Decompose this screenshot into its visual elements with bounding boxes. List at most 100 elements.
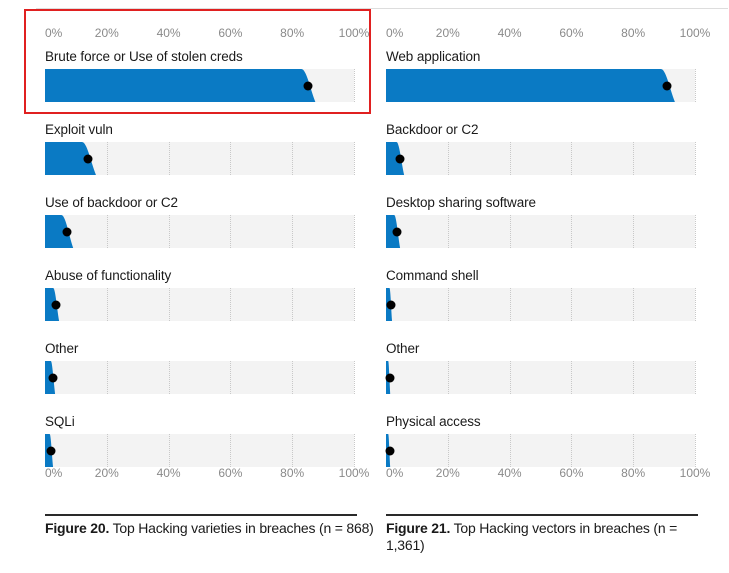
gridline — [292, 361, 294, 394]
gridline — [106, 434, 108, 467]
bar-graphic — [386, 288, 393, 321]
x-tick-label: 100% — [679, 26, 711, 40]
gridline — [571, 142, 573, 175]
x-tick-label: 0% — [45, 466, 63, 480]
bar-track — [45, 142, 355, 175]
value-dot — [303, 81, 313, 90]
bar-graphic — [45, 288, 60, 321]
gridline — [509, 361, 511, 394]
x-tick-label: 80% — [621, 26, 646, 40]
gridline — [354, 288, 355, 321]
gridline — [447, 142, 449, 175]
bar-graphic — [45, 142, 96, 175]
bar-track — [386, 69, 696, 102]
gridline — [695, 142, 696, 175]
bar-row: Command shell — [386, 268, 716, 330]
bar — [386, 142, 405, 175]
category-label: Other — [45, 341, 79, 356]
bar-track — [385, 361, 696, 394]
gridline — [230, 434, 232, 467]
gridline — [292, 215, 294, 248]
x-tick-label: 60% — [218, 26, 243, 40]
x-tick-label: 20% — [435, 26, 460, 40]
figure-caption: Figure 21. Top Hacking vectors in breach… — [386, 520, 716, 554]
gridline — [168, 288, 170, 321]
value-dot — [392, 227, 402, 236]
gridline — [509, 142, 511, 175]
x-tick-label: 80% — [280, 466, 305, 480]
x-tick-label: 60% — [559, 26, 584, 40]
value-dot — [83, 154, 93, 163]
bar-row: Physical access — [385, 414, 716, 476]
category-label: Brute force or Use of stolen creds — [45, 49, 243, 64]
x-tick-label: 100% — [338, 466, 370, 480]
category-label: Physical access — [386, 414, 481, 429]
gridline — [106, 142, 108, 175]
bar-track — [386, 288, 696, 321]
bar-track — [386, 215, 696, 248]
gridline — [230, 361, 232, 394]
figure-label: Figure 20. — [45, 520, 110, 536]
gridline — [633, 434, 635, 467]
x-tick-label: 40% — [156, 466, 181, 480]
bar — [386, 69, 675, 102]
bar-track — [45, 69, 355, 102]
bar-track — [45, 215, 355, 248]
gridline — [230, 288, 232, 321]
gridline — [447, 361, 449, 394]
gridline — [168, 215, 170, 248]
gridline — [354, 69, 355, 102]
category-label: Command shell — [386, 268, 479, 283]
gridline — [447, 434, 449, 467]
gridline — [292, 434, 294, 467]
bar-track — [385, 434, 696, 467]
x-axis-bottom: 0% 20% 40% 60% 80% 100% — [386, 466, 716, 480]
gridline — [168, 142, 170, 175]
x-tick-label: 60% — [218, 466, 243, 480]
gridline — [633, 215, 635, 248]
x-tick-label: 20% — [94, 466, 119, 480]
gridline — [695, 434, 696, 467]
category-label: Backdoor or C2 — [386, 122, 479, 137]
gridline — [230, 215, 232, 248]
bar-row: Other — [45, 341, 375, 403]
gridline — [292, 288, 294, 321]
gridline — [633, 142, 635, 175]
gridline — [106, 288, 108, 321]
gridline — [292, 142, 294, 175]
bar-graphic — [45, 361, 56, 394]
caption-rule — [386, 514, 698, 516]
x-tick-label: 20% — [94, 26, 119, 40]
gridline — [695, 288, 696, 321]
gridline — [571, 215, 573, 248]
x-tick-label: 80% — [621, 466, 646, 480]
gridline — [230, 142, 232, 175]
value-dot — [385, 446, 395, 455]
gridline — [633, 288, 635, 321]
category-label: Exploit vuln — [45, 122, 113, 137]
gridline — [168, 434, 170, 467]
bar-track — [386, 142, 696, 175]
bar-track — [45, 361, 355, 394]
gridline — [354, 361, 355, 394]
gridline — [509, 434, 511, 467]
value-dot — [46, 446, 56, 455]
x-tick-label: 60% — [559, 466, 584, 480]
value-dot — [385, 373, 395, 382]
bar — [45, 215, 74, 248]
gridline — [571, 361, 573, 394]
gridline — [509, 288, 511, 321]
gridline — [168, 361, 170, 394]
category-label: Use of backdoor or C2 — [45, 195, 178, 210]
bar-row: Web application — [386, 49, 716, 111]
bar-row: Use of backdoor or C2 — [45, 195, 375, 257]
gridline — [695, 361, 696, 394]
category-label: SQLi — [45, 414, 75, 429]
gridline — [447, 288, 449, 321]
category-label: Web application — [386, 49, 481, 64]
bar-row: SQLi — [45, 414, 375, 476]
gridline — [106, 361, 108, 394]
gridline — [447, 215, 449, 248]
value-dot — [386, 300, 396, 309]
bar-graphic — [386, 434, 391, 467]
